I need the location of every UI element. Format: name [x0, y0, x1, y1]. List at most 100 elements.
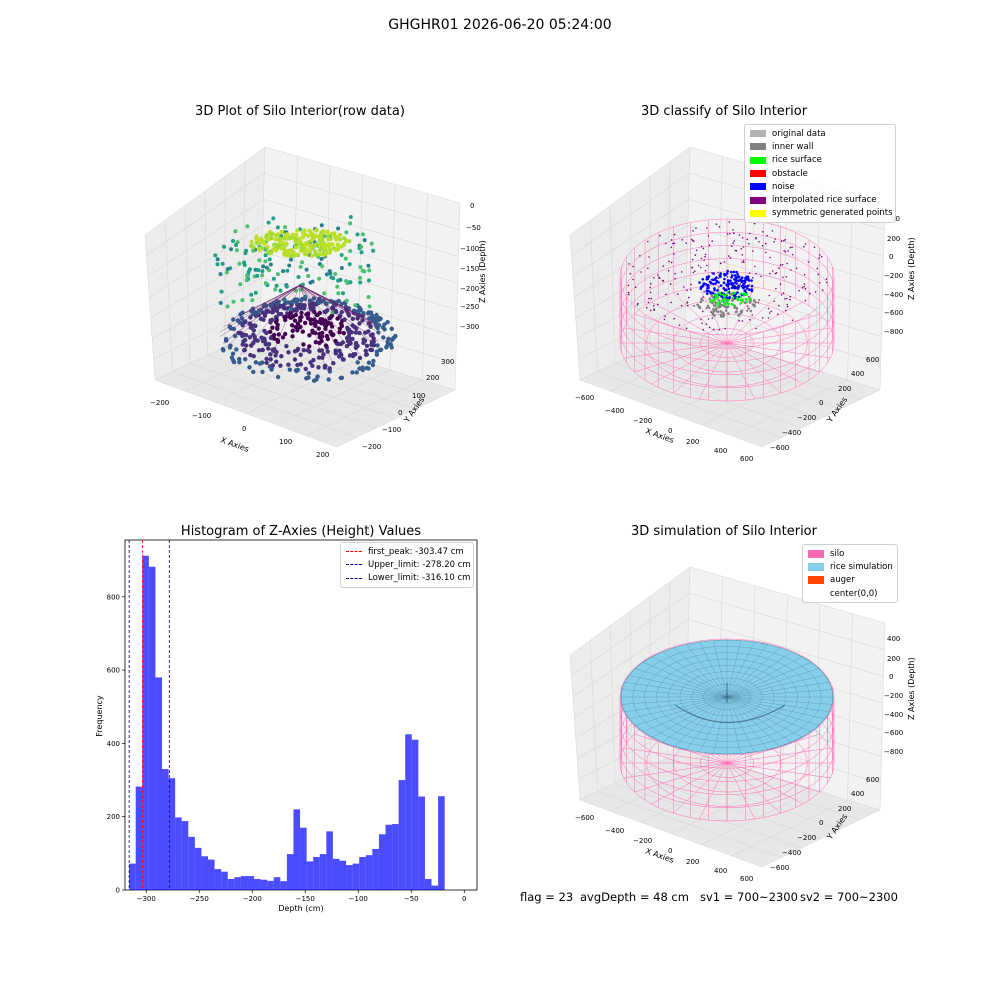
- raw-point: [247, 365, 252, 370]
- inner-wall-point: [740, 310, 743, 313]
- interpolated-point: [803, 285, 806, 288]
- raw-point: [260, 347, 265, 353]
- interpolated-point: [789, 246, 792, 249]
- raw-point: [358, 280, 363, 285]
- rice-surface-point: [741, 300, 744, 303]
- raw-point: [292, 357, 298, 362]
- raw-point: [288, 315, 293, 320]
- raw-point: [257, 248, 262, 253]
- raw-point: [258, 316, 264, 321]
- interpolated-point: [773, 241, 775, 243]
- classify-xtick: 200: [686, 438, 699, 446]
- interpolated-point: [650, 309, 652, 312]
- interpolated-point: [741, 237, 744, 239]
- raw-ytick: 300: [441, 358, 454, 366]
- raw-point: [270, 231, 275, 236]
- inner-wall-point: [747, 307, 750, 310]
- interpolated-point: [742, 246, 745, 248]
- interpolated-point: [791, 246, 793, 248]
- raw-point: [347, 262, 352, 267]
- legend-swatch: [750, 130, 766, 138]
- raw-point: [328, 315, 333, 320]
- noise-point: [712, 278, 715, 282]
- interpolated-point: [673, 317, 675, 320]
- raw-point: [271, 242, 277, 247]
- raw-streak: [299, 284, 324, 307]
- interpolated-point: [803, 245, 805, 248]
- interpolated-point: [700, 245, 703, 248]
- raw-point: [245, 224, 250, 229]
- figure-title: GHGHR01 2026-06-20 05:24:00: [388, 17, 612, 33]
- legend-label: Upper_limit: -278.20 cm: [368, 559, 471, 570]
- histogram-title: Histogram of Z-Axies (Height) Values: [180, 524, 422, 539]
- interpolated-point: [774, 238, 776, 240]
- inner-wall-point: [749, 309, 753, 313]
- histogram-bar: [286, 854, 294, 890]
- interpolated-point: [741, 320, 744, 322]
- surface-mesh-line: [726, 640, 741, 698]
- interpolated-point: [691, 267, 694, 269]
- interpolated-point: [778, 267, 780, 269]
- rice-surface-point: [714, 297, 717, 300]
- raw-point: [310, 363, 315, 368]
- noise-point: [750, 288, 753, 291]
- interpolated-point: [739, 283, 741, 285]
- interpolated-point: [778, 304, 780, 307]
- classify-xtick: 600: [740, 455, 753, 463]
- surface-mesh-line: [642, 662, 728, 698]
- raw-point: [266, 341, 272, 347]
- interpolated-point: [700, 257, 703, 260]
- raw-point: [266, 309, 271, 314]
- silo-floor-ring: [673, 313, 781, 373]
- interpolated-point: [738, 320, 740, 322]
- noise-point: [706, 289, 709, 293]
- raw-xtick: 100: [279, 438, 292, 446]
- raw-point: [317, 335, 322, 340]
- raw-point: [367, 304, 372, 309]
- raw-xtick: 0: [242, 425, 246, 433]
- noise-point: [719, 284, 723, 287]
- raw-point: [308, 321, 314, 326]
- rice-surface-point: [727, 298, 730, 302]
- classify-ztick: −600: [884, 309, 903, 317]
- interpolated-point: [769, 256, 771, 259]
- interpolated-point: [686, 305, 689, 307]
- interpolated-point: [653, 309, 655, 311]
- raw-point: [371, 339, 376, 344]
- interpolated-point: [740, 248, 743, 250]
- raw-point: [342, 241, 347, 246]
- surface-mesh-line: [621, 696, 728, 705]
- interpolated-point: [743, 261, 745, 264]
- surface-mesh-line: [726, 696, 781, 747]
- raw-point: [237, 356, 242, 362]
- raw-point: [360, 268, 365, 273]
- raw-point: [350, 370, 355, 375]
- interpolated-point: [789, 298, 791, 301]
- raw-point: [322, 234, 327, 239]
- raw-point: [298, 362, 303, 367]
- noise-point: [740, 276, 744, 279]
- raw-point: [301, 306, 307, 311]
- interpolated-point: [757, 301, 760, 304]
- raw-point: [303, 252, 308, 257]
- raw-point: [244, 278, 249, 283]
- raw-point: [340, 340, 345, 345]
- noise-point: [701, 284, 705, 287]
- raw-point: [339, 244, 344, 249]
- raw-point: [316, 365, 321, 370]
- raw-point: [280, 335, 286, 340]
- inner-wall-point: [714, 309, 718, 312]
- interpolated-point: [708, 244, 711, 246]
- interpolated-point: [718, 286, 720, 288]
- raw-point: [353, 330, 359, 335]
- interpolated-point: [761, 231, 764, 233]
- raw-ytick: −100: [382, 426, 401, 434]
- surface-mesh-line: [713, 696, 728, 754]
- interpolated-point: [690, 283, 692, 286]
- raw-point: [366, 329, 371, 334]
- inner-wall-point: [722, 313, 725, 317]
- inner-wall-point: [714, 301, 717, 304]
- raw-point: [279, 354, 284, 359]
- raw-point: [344, 298, 349, 303]
- raw-point: [247, 335, 253, 340]
